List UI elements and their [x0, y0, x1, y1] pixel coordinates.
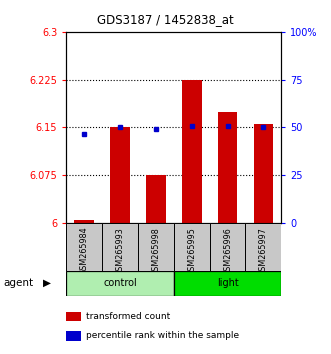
Text: GSM265997: GSM265997 [259, 227, 268, 276]
Bar [146, 175, 166, 223]
Text: GSM265996: GSM265996 [223, 227, 232, 276]
Text: transformed count: transformed count [86, 312, 170, 321]
Bar [218, 112, 237, 223]
Bar [110, 127, 130, 223]
Text: GSM265998: GSM265998 [151, 227, 160, 276]
Bar [66, 223, 102, 271]
Text: percentile rank within the sample: percentile rank within the sample [86, 331, 239, 341]
Text: control: control [103, 278, 137, 288]
Text: GSM265984: GSM265984 [80, 227, 89, 275]
Bar [74, 220, 94, 223]
Text: GSM265995: GSM265995 [187, 227, 196, 276]
Bar [182, 80, 202, 223]
Bar [102, 223, 138, 271]
Bar [174, 271, 281, 296]
Text: GDS3187 / 1452838_at: GDS3187 / 1452838_at [97, 13, 234, 26]
Text: agent: agent [3, 278, 33, 288]
Bar [66, 271, 174, 296]
Bar [210, 223, 246, 271]
Bar [138, 223, 174, 271]
Bar [254, 124, 273, 223]
Bar [246, 223, 281, 271]
Text: light: light [217, 278, 238, 288]
Text: ▶: ▶ [43, 278, 51, 288]
Text: GSM265993: GSM265993 [116, 227, 124, 276]
Bar [174, 223, 210, 271]
